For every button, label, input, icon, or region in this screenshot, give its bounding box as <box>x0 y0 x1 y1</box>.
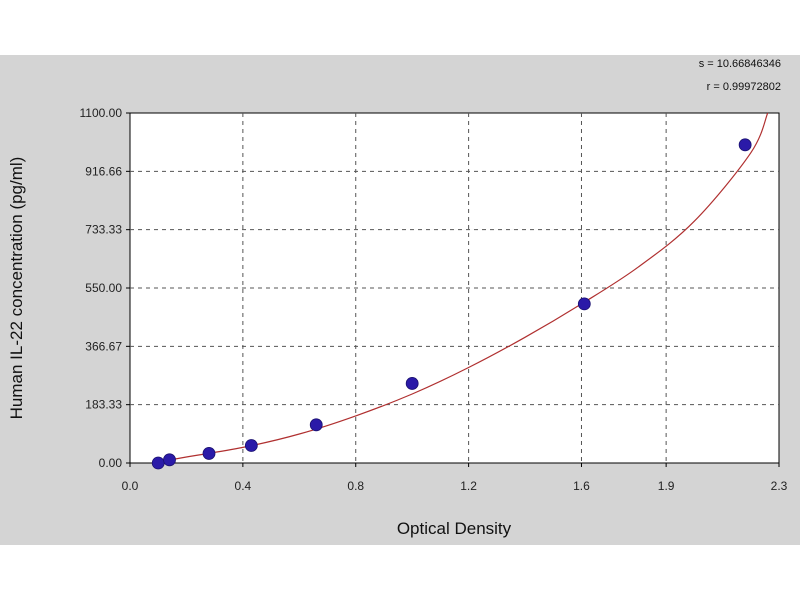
data-point <box>244 439 258 452</box>
plot-area <box>129 112 780 464</box>
data-point <box>405 377 419 390</box>
stat-r-value: r = 0.99972802 <box>707 81 781 93</box>
fit-curve <box>152 112 769 464</box>
x-tick-label: 1.9 <box>658 479 675 493</box>
y-tick-label: 1100.00 <box>80 106 123 120</box>
data-point <box>151 456 165 470</box>
y-tick-label: 550.00 <box>85 281 122 295</box>
data-point <box>163 453 176 467</box>
y-axis-ticks: 0.00 183.33 366.67 550.00 733.33 916.66 1100.0… <box>80 106 130 470</box>
data-point <box>577 297 591 311</box>
stat-s-value: s = 10.66846346 <box>699 58 781 70</box>
y-tick-label: 366.67 <box>85 339 122 353</box>
y-tick-label: 0.00 <box>99 456 123 470</box>
fit-curve-group <box>152 112 769 464</box>
data-point <box>738 138 752 152</box>
y-axis-title: Human IL-22 concentration (pg/ml) <box>7 157 26 420</box>
x-tick-label: 1.2 <box>460 479 477 493</box>
data-point <box>202 447 216 460</box>
y-tick-label: 183.33 <box>85 398 122 412</box>
data-points <box>151 138 752 470</box>
y-tick-label: 916.66 <box>85 164 122 178</box>
x-axis-title: Optical Density <box>397 519 512 538</box>
x-tick-label: 1.6 <box>573 479 590 493</box>
grid-lines <box>130 113 779 463</box>
y-tick-label: 733.33 <box>85 223 122 237</box>
x-axis-ticks: 0.0 0.4 0.8 1.2 1.6 1.9 2.3 <box>122 463 788 493</box>
x-tick-label: 0.8 <box>347 479 364 493</box>
data-point <box>309 418 323 432</box>
x-tick-label: 0.0 <box>122 479 139 493</box>
x-tick-label: 0.4 <box>235 479 252 493</box>
x-tick-label: 2.3 <box>771 479 788 493</box>
